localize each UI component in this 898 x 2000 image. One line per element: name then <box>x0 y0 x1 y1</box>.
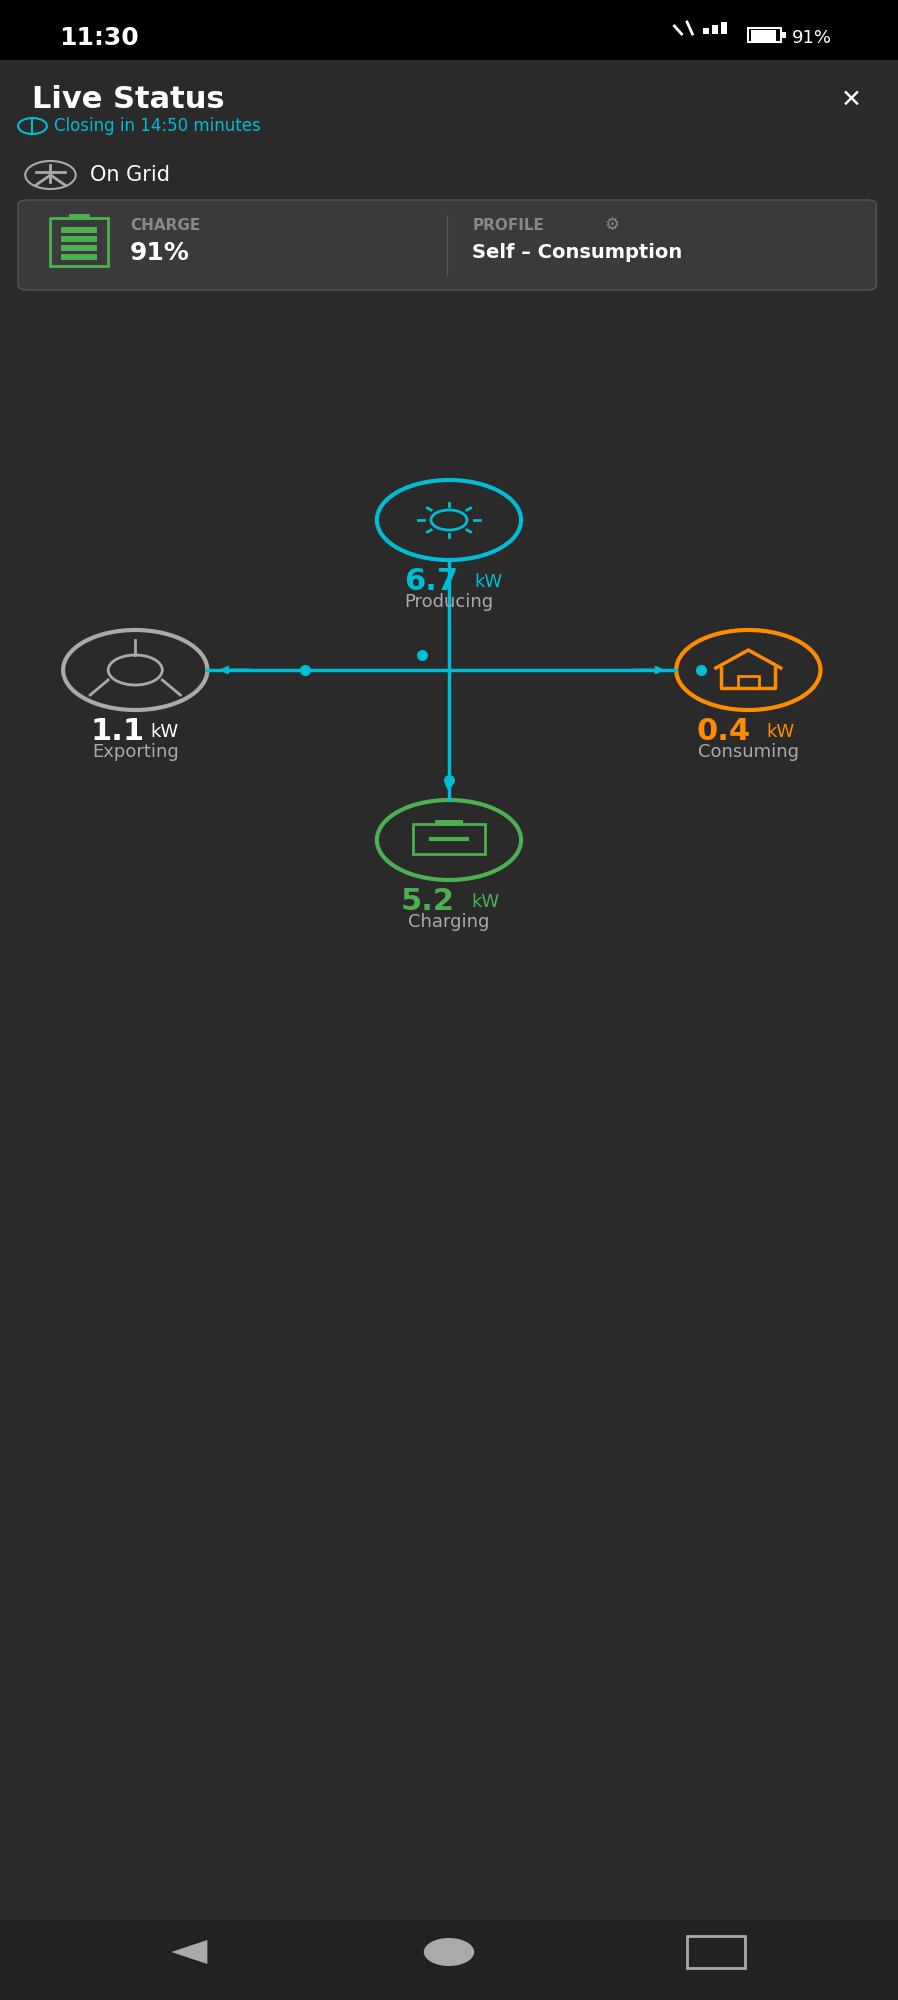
FancyBboxPatch shape <box>61 254 97 260</box>
FancyBboxPatch shape <box>780 32 787 38</box>
Text: 5.2: 5.2 <box>401 888 454 916</box>
Text: PROFILE: PROFILE <box>472 218 544 232</box>
Text: Live Status: Live Status <box>32 86 225 114</box>
Text: 6.7: 6.7 <box>404 568 458 596</box>
Text: Producing: Producing <box>404 592 494 612</box>
Text: 1.1: 1.1 <box>90 718 145 746</box>
Text: On Grid: On Grid <box>90 166 170 186</box>
FancyBboxPatch shape <box>68 214 90 220</box>
Text: Closing in 14:50 minutes: Closing in 14:50 minutes <box>54 116 260 136</box>
Text: kW: kW <box>767 722 795 740</box>
Text: CHARGE: CHARGE <box>130 218 200 232</box>
Text: Self – Consumption: Self – Consumption <box>472 244 682 262</box>
FancyBboxPatch shape <box>61 236 97 242</box>
Text: Consuming: Consuming <box>698 742 799 760</box>
Text: ⚙: ⚙ <box>604 216 619 234</box>
Text: kW: kW <box>150 722 178 740</box>
Text: Exporting: Exporting <box>92 742 179 760</box>
Text: kW: kW <box>471 892 499 912</box>
Text: Charging: Charging <box>409 912 489 932</box>
Text: kW: kW <box>475 572 503 592</box>
Text: 91%: 91% <box>791 28 832 46</box>
FancyBboxPatch shape <box>703 28 709 34</box>
FancyBboxPatch shape <box>751 30 776 40</box>
Polygon shape <box>172 1940 207 1964</box>
FancyBboxPatch shape <box>712 24 718 34</box>
FancyBboxPatch shape <box>61 226 97 232</box>
FancyBboxPatch shape <box>18 200 876 290</box>
Text: ✕: ✕ <box>841 88 861 112</box>
Text: 0.4: 0.4 <box>696 718 750 746</box>
FancyBboxPatch shape <box>721 22 726 34</box>
FancyBboxPatch shape <box>61 244 97 250</box>
FancyBboxPatch shape <box>435 820 463 826</box>
FancyBboxPatch shape <box>0 1920 898 2000</box>
FancyBboxPatch shape <box>0 60 898 1920</box>
FancyBboxPatch shape <box>0 0 898 60</box>
Text: 91%: 91% <box>130 240 189 264</box>
Text: 11:30: 11:30 <box>59 26 139 50</box>
Circle shape <box>424 1938 474 1966</box>
